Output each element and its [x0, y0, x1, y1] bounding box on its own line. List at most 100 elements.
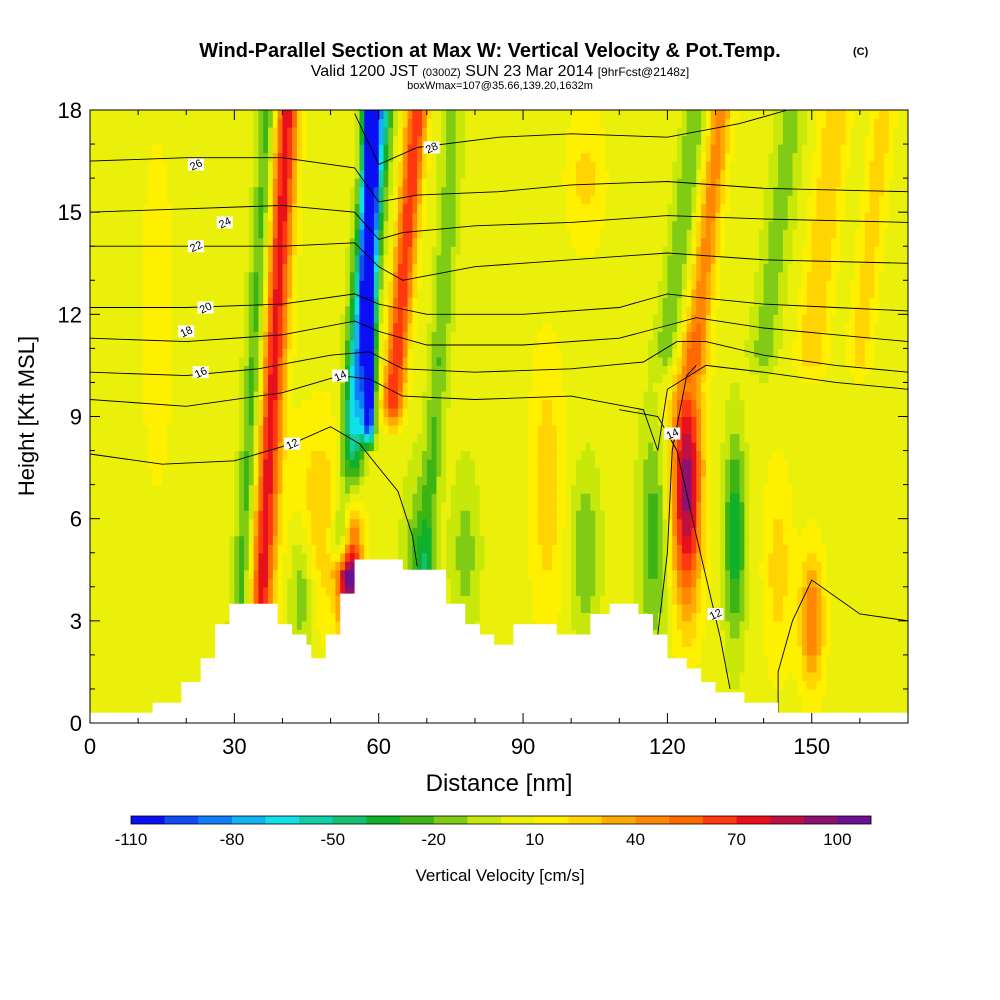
heatmap-cell	[94, 390, 101, 401]
heatmap-cell	[248, 237, 255, 247]
heatmap-cell	[354, 390, 361, 401]
heatmap-cell	[354, 220, 361, 230]
heatmap-cell	[243, 527, 250, 537]
heatmap-cell	[388, 254, 394, 264]
heatmap-cell	[417, 110, 423, 120]
heatmap-cell	[234, 390, 240, 401]
heatmap-cell	[152, 331, 158, 341]
heatmap-cell	[282, 382, 288, 392]
heatmap-cell	[138, 518, 144, 528]
heatmap-cell	[364, 433, 370, 443]
heatmap-cell	[219, 484, 226, 494]
heatmap-cell	[292, 322, 298, 332]
heatmap-cell	[229, 535, 235, 545]
heatmap-cell	[109, 407, 115, 418]
heatmap-cell	[349, 535, 356, 545]
heatmap-cell	[133, 339, 139, 349]
heatmap-cell	[90, 467, 96, 477]
heatmap-cell	[162, 586, 168, 596]
heatmap-cell	[229, 569, 235, 579]
heatmap-cell	[109, 612, 115, 622]
heatmap-cell	[292, 220, 298, 230]
heatmap-cell	[123, 399, 130, 409]
heatmap-cell	[123, 467, 130, 477]
heatmap-cell	[330, 110, 336, 120]
heatmap-cell	[369, 510, 375, 520]
heatmap-cell	[349, 280, 356, 290]
heatmap-cell	[205, 407, 211, 418]
heatmap-cell	[210, 595, 216, 605]
heatmap-cell	[133, 663, 139, 673]
heatmap-cell	[388, 144, 394, 154]
heatmap-cell	[243, 144, 250, 154]
heatmap-cell	[166, 144, 173, 154]
heatmap-cell	[316, 544, 322, 554]
heatmap-cell	[224, 135, 231, 145]
heatmap-cell	[388, 246, 394, 256]
heatmap-cell	[186, 373, 192, 384]
heatmap-cell	[306, 118, 312, 128]
heatmap-cell	[181, 459, 187, 469]
heatmap-cell	[388, 280, 394, 290]
heatmap-cell	[224, 178, 231, 188]
heatmap-cell	[393, 382, 399, 392]
heatmap-cell	[316, 476, 322, 486]
heatmap-cell	[166, 637, 173, 647]
heatmap-cell	[340, 535, 346, 545]
heatmap-cell	[114, 493, 120, 503]
heatmap-cell	[133, 220, 139, 230]
heatmap-cell	[128, 697, 134, 707]
heatmap-cell	[118, 382, 125, 392]
heatmap-cell	[90, 433, 96, 443]
heatmap-cell	[258, 416, 264, 426]
heatmap-cell	[248, 195, 255, 205]
heatmap-cell	[378, 144, 385, 154]
heatmap-cell	[345, 110, 351, 120]
heatmap-cell	[354, 425, 361, 435]
heatmap-cell	[364, 195, 370, 205]
heatmap-cell	[94, 152, 101, 162]
heatmap-cell	[373, 348, 380, 358]
heatmap-cell	[330, 467, 336, 477]
heatmap-cell	[248, 144, 255, 154]
heatmap-cell	[118, 322, 125, 332]
heatmap-cell	[195, 322, 202, 332]
heatmap-cell	[364, 450, 370, 460]
heatmap-cell	[349, 220, 356, 230]
heatmap-cell	[90, 339, 96, 349]
heatmap-cell	[311, 356, 317, 367]
heatmap-cell	[152, 484, 158, 494]
heatmap-cell	[359, 127, 365, 137]
heatmap-cell	[138, 237, 144, 247]
heatmap-cell	[176, 127, 183, 137]
heatmap-cell	[195, 535, 202, 545]
heatmap-cell	[94, 305, 101, 315]
heatmap-cell	[205, 442, 211, 452]
heatmap-cell	[373, 127, 380, 137]
heatmap-cell	[383, 280, 389, 290]
heatmap-cell	[388, 297, 394, 307]
heatmap-cell	[162, 127, 168, 137]
heatmap-cell	[239, 433, 245, 443]
heatmap-cell	[157, 663, 163, 673]
heatmap-cell	[219, 595, 226, 605]
heatmap-cell	[176, 467, 183, 477]
heatmap-cell	[325, 390, 332, 401]
heatmap-cell	[330, 459, 336, 469]
heatmap-cell	[200, 518, 207, 528]
heatmap-cell	[118, 246, 125, 256]
heatmap-cell	[320, 595, 327, 605]
heatmap-cell	[215, 450, 221, 460]
heatmap-cell	[292, 280, 298, 290]
heatmap-cell	[104, 637, 110, 647]
heatmap-cell	[243, 186, 250, 196]
heatmap-cell	[402, 442, 409, 452]
heatmap-cell	[205, 544, 211, 554]
heatmap-cell	[118, 425, 125, 435]
heatmap-cell	[306, 450, 312, 460]
heatmap-cell	[239, 254, 245, 264]
heatmap-cell	[287, 263, 293, 273]
heatmap-cell	[268, 203, 274, 213]
heatmap-cell	[114, 229, 120, 239]
heatmap-cell	[191, 178, 197, 188]
